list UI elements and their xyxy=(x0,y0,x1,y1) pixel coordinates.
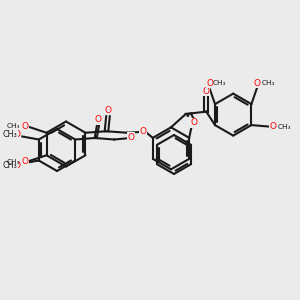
Text: CH₃: CH₃ xyxy=(278,124,291,130)
Text: CH₃: CH₃ xyxy=(261,80,275,86)
Text: O: O xyxy=(203,87,210,96)
Text: O: O xyxy=(269,122,277,131)
Text: O: O xyxy=(128,133,134,142)
Text: CH₃: CH₃ xyxy=(7,123,20,129)
Text: CH₃: CH₃ xyxy=(2,161,17,170)
Text: CH₃: CH₃ xyxy=(2,130,17,139)
Text: O: O xyxy=(104,106,112,115)
Text: O: O xyxy=(21,122,28,131)
Text: O: O xyxy=(253,79,260,88)
Text: O: O xyxy=(140,127,147,136)
Text: O: O xyxy=(14,161,20,170)
Text: O: O xyxy=(21,157,28,166)
Text: CH₃: CH₃ xyxy=(7,159,20,165)
Text: O: O xyxy=(95,116,102,124)
Text: O: O xyxy=(206,79,213,88)
Text: O: O xyxy=(191,118,198,127)
Text: O: O xyxy=(14,130,20,139)
Text: CH₃: CH₃ xyxy=(212,80,226,86)
